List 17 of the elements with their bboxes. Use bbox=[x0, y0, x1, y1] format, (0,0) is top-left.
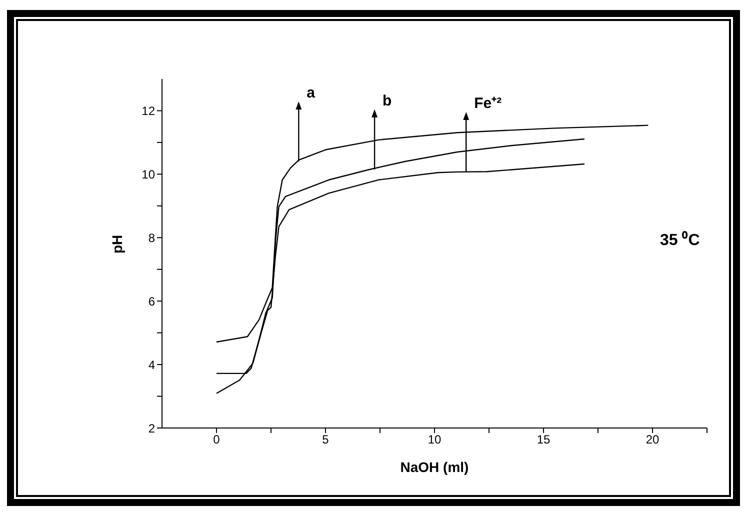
x-tick-label: 0 bbox=[213, 432, 220, 447]
annotation: b bbox=[382, 92, 392, 110]
x-axis-title: NaOH (ml) bbox=[400, 459, 469, 475]
x-tick-label: 5 bbox=[322, 432, 330, 447]
annotation: Fe⁺² bbox=[474, 94, 502, 112]
x-tick-label: 10 bbox=[428, 432, 442, 447]
y-tick-label: 8 bbox=[148, 230, 156, 245]
annotation: a bbox=[306, 84, 316, 102]
y-axis-title: pH bbox=[108, 234, 125, 254]
x-tick-label: 15 bbox=[536, 432, 550, 447]
y-tick-label: 4 bbox=[148, 358, 156, 372]
y-tick-label: 6 bbox=[148, 294, 156, 308]
annotation: 35 ⁰C bbox=[660, 230, 700, 250]
y-tick-label: 2 bbox=[148, 421, 156, 436]
y-tick-label: 10 bbox=[142, 167, 156, 182]
y-tick-label: 12 bbox=[142, 104, 156, 118]
x-tick-label: 20 bbox=[646, 432, 660, 447]
